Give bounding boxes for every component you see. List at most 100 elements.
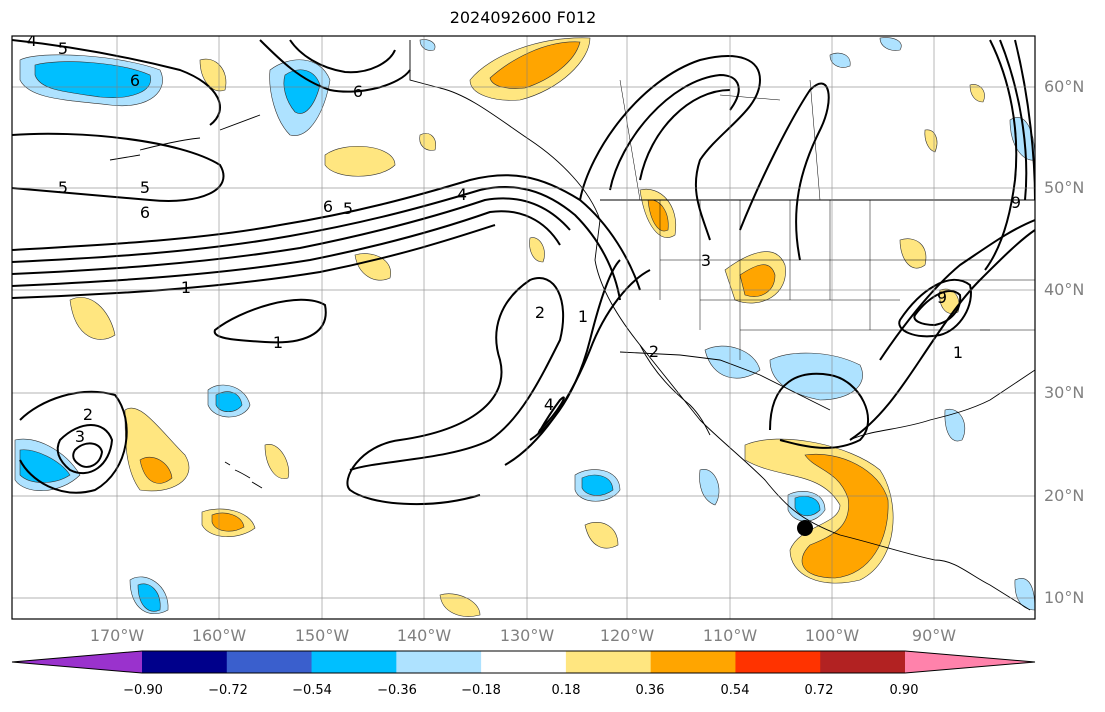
shaded-areas bbox=[14, 37, 1035, 617]
storm-center-marker bbox=[797, 520, 813, 536]
shade-pos-core bbox=[489, 41, 581, 89]
colorbar-outline bbox=[11, 650, 1036, 674]
aleutians bbox=[109, 114, 261, 161]
colorbar-swatch bbox=[311, 651, 397, 673]
colorbar-swatch bbox=[820, 651, 906, 673]
state-lines bbox=[659, 200, 1035, 360]
shade-neg bbox=[704, 345, 761, 379]
north-america-coast bbox=[409, 40, 1031, 611]
coastlines bbox=[109, 40, 1035, 611]
shade-neg-core bbox=[19, 449, 71, 483]
lon-label: 140°W bbox=[396, 626, 452, 645]
shade-pos bbox=[419, 133, 436, 151]
shade-pos bbox=[324, 145, 396, 177]
colorbar-tick: −0.18 bbox=[461, 683, 501, 698]
map-title: 2024092600 F012 bbox=[449, 8, 597, 27]
colorbar-swatch bbox=[735, 651, 821, 673]
shade-neg bbox=[829, 52, 851, 68]
colorbar-tick: −0.72 bbox=[208, 683, 248, 698]
colorbar-tick: −0.90 bbox=[123, 683, 163, 698]
contour-label: 1 bbox=[273, 333, 283, 352]
colorbar bbox=[11, 650, 1036, 674]
lon-label: 160°W bbox=[191, 626, 247, 645]
contour-label: 6 bbox=[130, 71, 140, 90]
lon-label: 150°W bbox=[294, 626, 350, 645]
colorbar-swatch bbox=[650, 651, 736, 673]
contour-label: 2 bbox=[535, 303, 545, 322]
shade-pos bbox=[354, 253, 391, 281]
lon-label: 90°W bbox=[911, 626, 957, 645]
colorbar-swatch bbox=[565, 651, 652, 673]
colorbar-swatch bbox=[226, 651, 313, 673]
lat-label: 30°N bbox=[1044, 383, 1085, 402]
shade-neg bbox=[699, 469, 720, 506]
contour-label: 2 bbox=[83, 405, 93, 424]
shade-neg-core bbox=[34, 61, 151, 98]
contour-label: 6 bbox=[353, 82, 363, 101]
shade-pos bbox=[924, 129, 938, 153]
contour-label: 9 bbox=[1011, 193, 1021, 212]
contour-lines bbox=[12, 39, 1035, 506]
baja-coast bbox=[639, 344, 711, 436]
contour-label: 5 bbox=[343, 199, 353, 218]
us-mexico-border bbox=[619, 351, 831, 411]
contour-label: 6 bbox=[140, 203, 150, 222]
contour-label: 9 bbox=[937, 288, 947, 307]
contour-label-group: 4 5 6 6 5 5 6 6 5 4 1 1 2 3 4 2 3 1 2 9 … bbox=[27, 31, 1021, 446]
shade-neg bbox=[879, 37, 902, 51]
colorbar-swatch bbox=[481, 651, 567, 673]
contour-label: 1 bbox=[578, 307, 588, 326]
lon-label: 110°W bbox=[702, 626, 758, 645]
hawaii bbox=[224, 461, 263, 489]
lat-label: 60°N bbox=[1044, 77, 1085, 96]
shade-pos bbox=[69, 297, 116, 340]
colorbar-tick: 0.72 bbox=[804, 683, 834, 698]
contour-label: 4 bbox=[544, 395, 554, 414]
contour-label: 1 bbox=[181, 278, 191, 297]
gridlines bbox=[12, 36, 1035, 619]
lon-label: 170°W bbox=[89, 626, 145, 645]
colorbar-swatch bbox=[142, 651, 228, 673]
shade-pos-core bbox=[647, 199, 669, 232]
lat-label: 40°N bbox=[1044, 280, 1085, 299]
contour-label: 1 bbox=[953, 343, 963, 362]
gulf-coast bbox=[849, 369, 1035, 441]
shade-neg-core bbox=[794, 496, 821, 517]
contour-label: 4 bbox=[27, 31, 37, 50]
canada-lines bbox=[619, 79, 821, 201]
contour-label: 3 bbox=[701, 251, 711, 270]
lon-label: 120°W bbox=[599, 626, 655, 645]
contour-label: 2 bbox=[649, 342, 659, 361]
shade-neg-core bbox=[137, 583, 161, 612]
colorbar-tick: −0.36 bbox=[377, 683, 417, 698]
lat-label: 10°N bbox=[1044, 588, 1085, 607]
shade-pos bbox=[124, 407, 190, 492]
colorbar-tick: 0.36 bbox=[635, 683, 665, 698]
contour-label: 5 bbox=[58, 178, 68, 197]
colorbar-tick: −0.54 bbox=[292, 683, 332, 698]
shade-neg bbox=[419, 39, 436, 51]
colorbar-tick: 0.90 bbox=[889, 683, 919, 698]
shade-pos bbox=[199, 58, 227, 92]
contour-label: 3 bbox=[75, 427, 85, 446]
contour-label: 6 bbox=[323, 197, 333, 216]
colorbar-tick: 0.54 bbox=[720, 683, 750, 698]
contour-label: 5 bbox=[140, 178, 150, 197]
colorbar-swatch bbox=[12, 651, 142, 673]
contour-label: 5 bbox=[58, 39, 68, 58]
shade-neg-core bbox=[215, 391, 243, 413]
shade-pos-core bbox=[801, 453, 889, 579]
map-frame bbox=[11, 35, 1036, 620]
shade-neg bbox=[1014, 578, 1035, 611]
colorbar-tick: 0.18 bbox=[551, 683, 581, 698]
lat-label: 50°N bbox=[1044, 178, 1085, 197]
lon-label: 130°W bbox=[499, 626, 555, 645]
shade-neg-core bbox=[581, 474, 614, 496]
shade-pos bbox=[584, 522, 619, 549]
shade-neg bbox=[944, 408, 966, 442]
shade-pos-core bbox=[139, 456, 173, 484]
contour-label: 4 bbox=[457, 185, 467, 204]
shade-pos bbox=[439, 593, 481, 617]
shade-pos bbox=[899, 238, 927, 269]
